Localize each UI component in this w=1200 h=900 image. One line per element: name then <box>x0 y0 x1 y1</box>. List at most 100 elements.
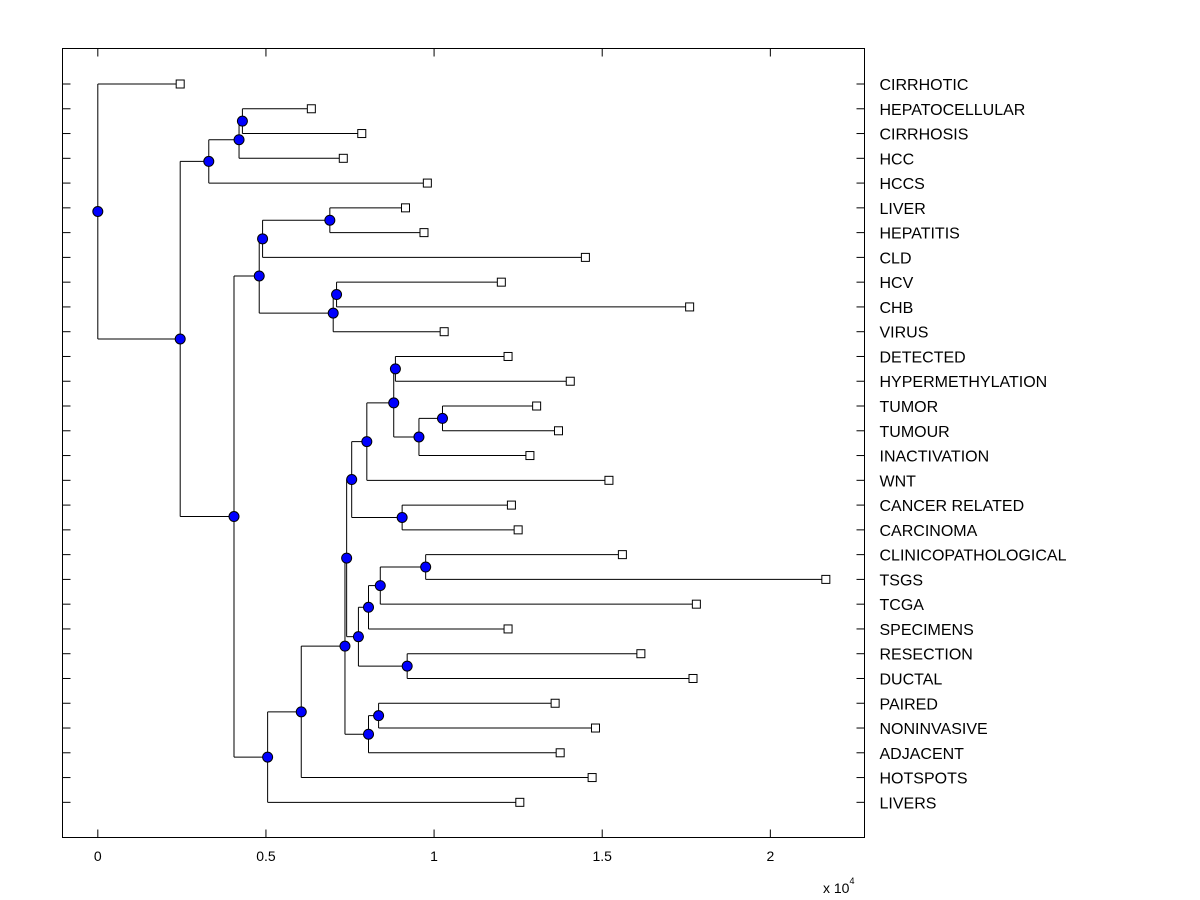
leaf-marker <box>532 401 542 411</box>
node-marker <box>436 412 448 424</box>
leaf-marker <box>565 376 575 386</box>
x-multiplier: x 104 <box>823 876 854 896</box>
node-marker <box>352 631 364 643</box>
leaf-label: PAIRED <box>880 696 938 713</box>
leaf-label: CANCER RELATED <box>880 498 1025 515</box>
leaf-marker <box>555 748 565 758</box>
leaf-marker <box>439 327 449 337</box>
node-marker <box>295 706 307 718</box>
plot-frame <box>62 48 865 838</box>
node-marker <box>331 289 343 301</box>
leaf-marker <box>506 500 516 510</box>
node-marker <box>396 511 408 523</box>
node-marker <box>92 205 104 217</box>
leaf-marker <box>419 228 429 238</box>
leaf-label: LIVER <box>880 201 926 218</box>
leaf-label: HCCS <box>880 176 925 193</box>
leaf-marker <box>685 302 695 312</box>
node-marker <box>236 115 248 127</box>
leaf-label: TUMOUR <box>880 424 950 441</box>
node-marker <box>374 580 386 592</box>
node-marker <box>228 511 240 523</box>
leaf-marker <box>604 475 614 485</box>
leaf-markers <box>175 79 831 807</box>
x-tick-label: 1 <box>430 848 438 864</box>
leaf-marker <box>821 574 831 584</box>
leaf-marker <box>688 673 698 683</box>
leaf-label: CHB <box>880 300 914 317</box>
node-marker <box>262 751 274 763</box>
leaf-label: HOTSPOTS <box>880 771 968 788</box>
x-axis: 0 0.5 1 1.5 2 <box>94 48 774 864</box>
leaf-marker <box>338 153 348 163</box>
x-tick-label: 1.5 <box>592 848 612 864</box>
leaf-marker <box>590 723 600 733</box>
leaf-label: DETECTED <box>880 349 966 366</box>
leaf-label: VIRUS <box>880 325 929 342</box>
leaf-label: WNT <box>880 473 917 490</box>
leaf-label: CLD <box>880 250 912 267</box>
leaf-label: HYPERMETHYLATION <box>880 374 1048 391</box>
x-tick-label: 0 <box>94 848 102 864</box>
node-marker <box>420 561 432 573</box>
leaf-marker <box>587 773 597 783</box>
leaf-labels: CIRRHOTIC HEPATOCELLULAR CIRRHOSIS HCC HCCS L… <box>880 77 1067 812</box>
leaf-label: HEPATITIS <box>880 226 960 243</box>
x-multiplier-prefix: x 10 <box>823 880 850 896</box>
leaf-label: NONINVASIVE <box>880 721 988 738</box>
leaf-marker <box>503 624 513 634</box>
leaf-label: HCV <box>880 275 914 292</box>
node-marker <box>339 640 351 652</box>
node-marker <box>341 552 353 564</box>
leaf-label: HCC <box>880 151 915 168</box>
leaf-marker <box>525 451 535 461</box>
leaf-marker <box>422 178 432 188</box>
node-marker <box>363 601 375 613</box>
leaf-marker <box>617 550 627 560</box>
leaf-label: ADJACENT <box>880 746 965 763</box>
leaf-marker <box>515 797 525 807</box>
leaf-marker <box>357 129 367 139</box>
node-markers <box>92 115 448 763</box>
leaf-marker <box>691 599 701 609</box>
node-marker <box>388 397 400 409</box>
x-tick-label: 0.5 <box>256 848 276 864</box>
leaf-marker <box>636 649 646 659</box>
node-marker <box>257 233 269 245</box>
leaf-label: TSGS <box>880 572 924 589</box>
leaf-label: CARCINOMA <box>880 523 978 540</box>
node-marker <box>253 270 265 282</box>
x-tick-label: 2 <box>766 848 774 864</box>
node-marker <box>324 214 336 226</box>
leaf-marker <box>503 351 513 361</box>
leaf-label: DUCTAL <box>880 671 943 688</box>
leaf-label: TCGA <box>880 597 925 614</box>
node-marker <box>233 134 245 146</box>
leaf-label: SPECIMENS <box>880 622 974 639</box>
node-marker <box>363 728 375 740</box>
leaf-marker <box>400 203 410 213</box>
leaf-marker <box>580 252 590 262</box>
node-marker <box>174 333 186 345</box>
leaf-marker <box>306 104 316 114</box>
leaf-marker <box>513 525 523 535</box>
x-multiplier-exponent: 4 <box>849 876 854 886</box>
node-marker <box>203 155 215 167</box>
node-marker <box>346 474 358 486</box>
leaf-marker <box>553 426 563 436</box>
leaf-marker <box>496 277 506 287</box>
node-marker <box>361 436 373 448</box>
leaf-label: INACTIVATION <box>880 449 990 466</box>
leaf-marker <box>550 698 560 708</box>
leaf-label: CIRRHOTIC <box>880 77 969 94</box>
node-marker <box>413 431 425 443</box>
node-marker <box>401 660 413 672</box>
leaf-label: CLINICOPATHOLOGICAL <box>880 548 1067 565</box>
leaf-label: HEPATOCELLULAR <box>880 102 1026 119</box>
leaf-label: CIRRHOSIS <box>880 127 969 144</box>
leaf-label: LIVERS <box>880 795 937 812</box>
leaf-label: TUMOR <box>880 399 939 416</box>
leaf-marker <box>175 79 185 89</box>
node-marker <box>373 710 385 722</box>
